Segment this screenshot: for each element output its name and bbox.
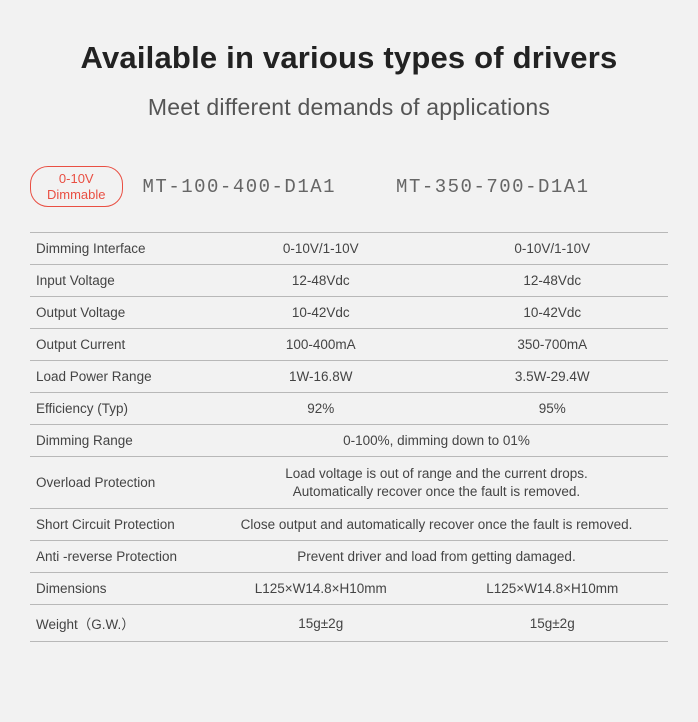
row-value-1: 100-400mA: [205, 329, 436, 361]
row-label: Dimensions: [30, 573, 205, 605]
table-row: Load Power Range 1W-16.8W 3.5W-29.4W: [30, 361, 668, 393]
row-value-1: 15g±2g: [205, 605, 436, 642]
row-value-2: 3.5W-29.4W: [436, 361, 668, 393]
row-value-2: 10-42Vdc: [436, 297, 668, 329]
spec-table: Dimming Interface 0-10V/1-10V 0-10V/1-10…: [30, 232, 668, 642]
badge-line1: 0-10V: [47, 171, 106, 187]
table-row: Dimming Range 0-100%, dimming down to 01…: [30, 425, 668, 457]
row-value-2: 12-48Vdc: [436, 265, 668, 297]
table-row: Weight（G.W.） 15g±2g 15g±2g: [30, 605, 668, 642]
row-label: Efficiency (Typ): [30, 393, 205, 425]
row-value-2: 15g±2g: [436, 605, 668, 642]
table-row: Short Circuit Protection Close output an…: [30, 509, 668, 541]
row-value-span: Close output and automatically recover o…: [205, 509, 668, 541]
row-label: Short Circuit Protection: [30, 509, 205, 541]
product-header-row: 0-10V Dimmable MT-100-400-D1A1 MT-350-70…: [30, 166, 668, 207]
table-row: Anti -reverse Protection Prevent driver …: [30, 541, 668, 573]
row-value-span: 0-100%, dimming down to 01%: [205, 425, 668, 457]
row-label: Load Power Range: [30, 361, 205, 393]
row-value-1: 12-48Vdc: [205, 265, 436, 297]
product-2-name: MT-350-700-D1A1: [396, 176, 590, 198]
row-value-1: 10-42Vdc: [205, 297, 436, 329]
row-value-span: Load voltage is out of range and the cur…: [205, 457, 668, 509]
row-label: Dimming Range: [30, 425, 205, 457]
row-value-2: 350-700mA: [436, 329, 668, 361]
table-row: Dimming Interface 0-10V/1-10V 0-10V/1-10…: [30, 233, 668, 265]
row-value-1: 0-10V/1-10V: [205, 233, 436, 265]
overload-line2: Automatically recover once the fault is …: [209, 483, 664, 501]
row-label: Anti -reverse Protection: [30, 541, 205, 573]
table-row: Output Current 100-400mA 350-700mA: [30, 329, 668, 361]
row-label: Output Voltage: [30, 297, 205, 329]
row-label: Overload Protection: [30, 457, 205, 509]
row-value-1: L125×W14.8×H10mm: [205, 573, 436, 605]
row-value-span: Prevent driver and load from getting dam…: [205, 541, 668, 573]
overload-line1: Load voltage is out of range and the cur…: [209, 465, 664, 483]
product-1-name: MT-100-400-D1A1: [143, 176, 337, 198]
row-label: Output Current: [30, 329, 205, 361]
row-label: Dimming Interface: [30, 233, 205, 265]
badge-line2: Dimmable: [47, 187, 106, 203]
row-label: Weight（G.W.）: [30, 605, 205, 642]
row-label: Input Voltage: [30, 265, 205, 297]
row-value-2: 0-10V/1-10V: [436, 233, 668, 265]
table-row: Output Voltage 10-42Vdc 10-42Vdc: [30, 297, 668, 329]
table-row: Overload Protection Load voltage is out …: [30, 457, 668, 509]
page-title: Available in various types of drivers: [30, 40, 668, 76]
row-value-2: 95%: [436, 393, 668, 425]
table-row: Input Voltage 12-48Vdc 12-48Vdc: [30, 265, 668, 297]
page-subtitle: Meet different demands of applications: [30, 94, 668, 121]
table-row: Efficiency (Typ) 92% 95%: [30, 393, 668, 425]
table-row: Dimensions L125×W14.8×H10mm L125×W14.8×H…: [30, 573, 668, 605]
row-value-2: L125×W14.8×H10mm: [436, 573, 668, 605]
dimmable-badge: 0-10V Dimmable: [30, 166, 123, 207]
row-value-1: 92%: [205, 393, 436, 425]
row-value-1: 1W-16.8W: [205, 361, 436, 393]
